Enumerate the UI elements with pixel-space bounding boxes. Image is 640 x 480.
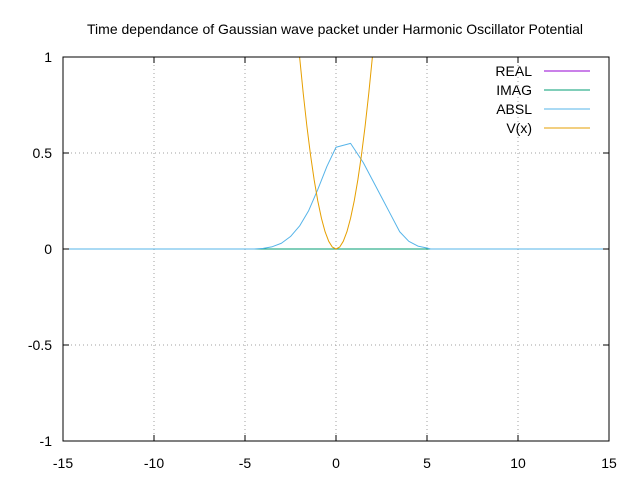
series-layer: [63, 57, 609, 250]
y-tick-label: 1: [44, 49, 52, 65]
x-tick-label: -15: [53, 455, 73, 471]
legend-label-real: REAL: [495, 63, 532, 79]
legend-label-imag: IMAG: [496, 82, 532, 98]
legend-label-v-x: V(x): [506, 120, 532, 136]
x-tick-label: 0: [332, 455, 340, 471]
chart-title: Time dependance of Gaussian wave packet …: [87, 21, 583, 37]
y-tick-label: 0: [44, 241, 52, 257]
tick-layer: -15 -10 -5 0 5 10 15 -1 -0.5 0 0.5 1: [28, 49, 617, 471]
x-tick-label: 5: [423, 455, 431, 471]
y-tick-label: -1: [40, 433, 53, 449]
y-tick-label: 0.5: [33, 145, 53, 161]
legend: REAL IMAG ABSL V(x): [495, 63, 590, 136]
series-line-absl: [63, 142, 609, 250]
x-tick-label: 15: [601, 455, 617, 471]
x-tick-label: -10: [144, 455, 164, 471]
legend-label-absl: ABSL: [496, 101, 532, 117]
x-tick-label: -5: [239, 455, 252, 471]
y-tick-label: -0.5: [28, 337, 52, 353]
x-tick-label: 10: [510, 455, 526, 471]
series-line-v-x: [299, 57, 373, 250]
